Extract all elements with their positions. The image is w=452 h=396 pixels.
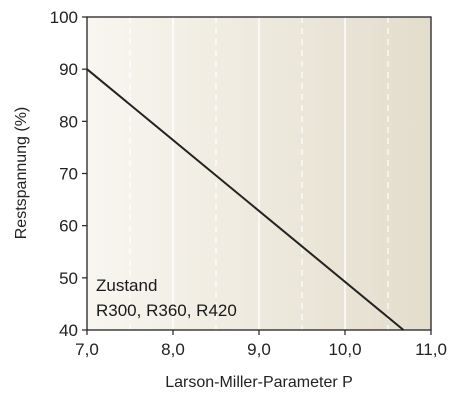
y-tick-label: 50 bbox=[59, 269, 78, 288]
annotation-variants: R300, R360, R420 bbox=[96, 301, 237, 320]
x-tick-label: 9,0 bbox=[247, 340, 271, 359]
grid bbox=[129, 17, 389, 330]
y-tick-label: 90 bbox=[59, 60, 78, 79]
series-layer bbox=[86, 68, 405, 331]
y-tick-label: 70 bbox=[59, 165, 78, 184]
annotation-title: Zustand bbox=[96, 276, 157, 295]
x-tick-label: 10,0 bbox=[328, 340, 361, 359]
ticks: 7,0 8,0 9,0 10,0 11,0 40 50 60 70 80 90 100 bbox=[50, 8, 447, 359]
x-tick-label: 11,0 bbox=[415, 340, 447, 359]
series-line bbox=[86, 68, 405, 331]
y-tick-label: 40 bbox=[59, 321, 78, 340]
x-axis-label: Larson-Miller-Parameter P bbox=[165, 374, 353, 391]
y-tick-label: 80 bbox=[59, 112, 78, 131]
y-tick-label: 60 bbox=[59, 217, 78, 236]
x-tick-label: 8,0 bbox=[161, 340, 185, 359]
y-axis-label: Restspannung (%) bbox=[13, 107, 30, 240]
y-tick-label: 100 bbox=[50, 8, 78, 27]
x-tick-label: 7,0 bbox=[75, 340, 99, 359]
